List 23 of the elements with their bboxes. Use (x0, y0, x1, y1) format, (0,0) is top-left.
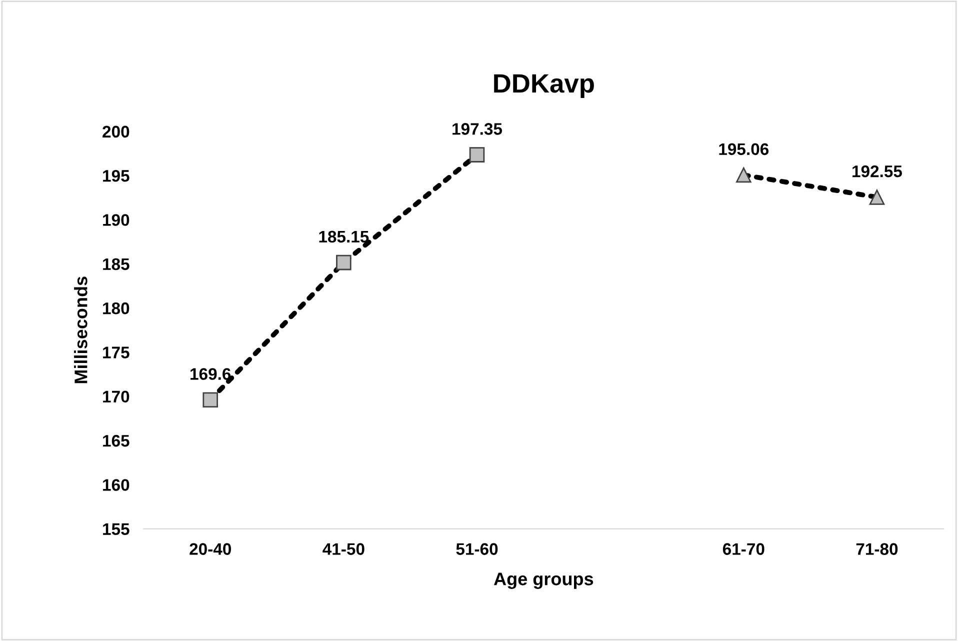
y-tick-label: 160 (103, 479, 130, 491)
y-tick-label: 195 (103, 170, 130, 182)
y-tick-label: 190 (103, 214, 130, 226)
y-tick-label: 200 (102, 126, 130, 138)
data-label: 192.55 (852, 165, 902, 178)
y-tick-label: 155 (103, 523, 130, 536)
chart-title: DDKavp (494, 74, 594, 98)
data-label: 169.6 (190, 368, 231, 380)
data-label: 197.35 (452, 123, 502, 135)
y-tick-label: 175 (103, 346, 130, 358)
x-tick-label: 61-70 (722, 543, 764, 555)
y-tick-label: 170 (103, 390, 130, 403)
x-tick-label: 71-80 (856, 543, 898, 555)
x-tick-label: 51-60 (456, 543, 498, 555)
x-axis-title: Age groups (494, 572, 594, 589)
data-label: 185.15 (319, 230, 369, 243)
y-tick-label: 165 (103, 434, 130, 447)
x-tick-label: 41-50 (322, 543, 364, 555)
x-tick-label: 20-40 (190, 543, 231, 555)
y-axis-title: Milliseconds (74, 276, 88, 384)
y-tick-label: 180 (103, 302, 130, 314)
data-label: 195.06 (719, 143, 769, 156)
y-tick-label: 185 (103, 258, 130, 270)
